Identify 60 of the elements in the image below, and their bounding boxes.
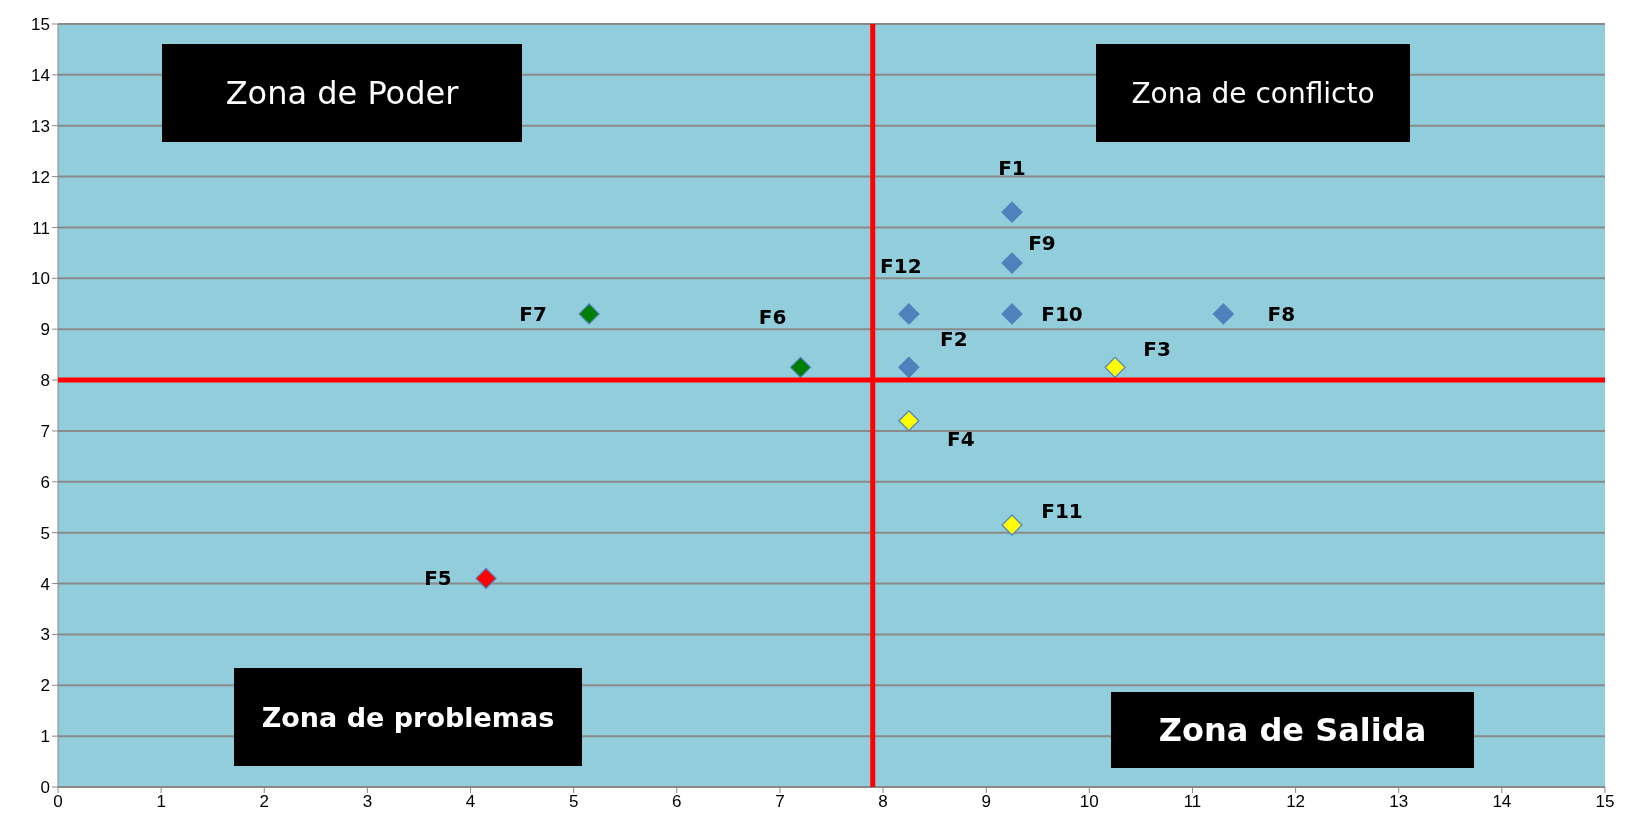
y-tick-label: 8 [40,371,50,391]
x-tick-label: 3 [362,792,373,812]
y-tick-label: 7 [40,421,50,441]
x-tick-label: 13 [1389,792,1409,812]
x-tick-label: 1 [156,792,166,812]
annotation: F1 [998,156,1026,181]
y-tick-label: 14 [31,65,50,85]
point [1212,303,1235,325]
point [475,567,497,590]
y-tick-label: 4 [40,574,50,594]
y-tick-label: 3 [40,625,50,645]
x-tick-label: 6 [672,792,682,812]
annotation: F11 [1041,499,1083,524]
y-tick-label: 0 [40,778,50,798]
annotation: F5 [424,566,452,591]
y-tick-label: 2 [40,676,50,696]
y-tick-label: 10 [31,269,50,289]
y-tick-label: 5 [40,523,50,543]
y-tick-label: 12 [31,167,50,187]
point [578,303,600,325]
x-tick-label: 4 [465,792,476,812]
y-tick-label: 1 [40,727,50,747]
annotation: F8 [1267,301,1296,326]
annotation: F9 [1028,231,1056,256]
x-tick-label: 11 [1183,792,1202,812]
x-tick-label: 9 [981,792,991,812]
x-tick-label: 2 [259,792,269,812]
point [898,410,920,432]
x-tick-label: 0 [53,792,63,812]
point [1104,356,1126,378]
y-tick-label: 11 [32,218,50,238]
y-tick-label: 6 [40,472,50,492]
point [789,356,812,378]
label-box: Zona de problemas [234,668,582,766]
point [1001,252,1023,274]
label-box: Zona de Salida [1111,692,1474,768]
point [1001,201,1023,223]
label-box: Zona de Poder [162,44,522,142]
x-tick-label: 14 [1492,792,1512,812]
point [1001,514,1023,536]
y-tick-label: 15 [31,15,50,35]
label-box: Zona de conflicto [1096,44,1410,142]
point [898,356,920,378]
x-tick-label: 12 [1286,792,1306,812]
y-tick-label: 13 [31,116,50,136]
x-tick-label: 5 [568,792,579,812]
x-tick-label: 15 [1595,792,1615,812]
x-tick-label: 8 [878,792,888,812]
x-tick-label: 10 [1079,792,1099,812]
annotation: F3 [1143,337,1171,362]
annotation: F10 [1041,301,1083,326]
x-tick-label: 7 [775,792,785,812]
annotation: F2 [940,327,968,352]
annotation: F6 [758,305,787,330]
annotation: F4 [947,426,975,451]
point [898,303,920,325]
annotation: F7 [519,301,547,326]
annotation: F12 [880,253,922,278]
y-tick-label: 9 [40,320,50,340]
point [1001,303,1023,325]
